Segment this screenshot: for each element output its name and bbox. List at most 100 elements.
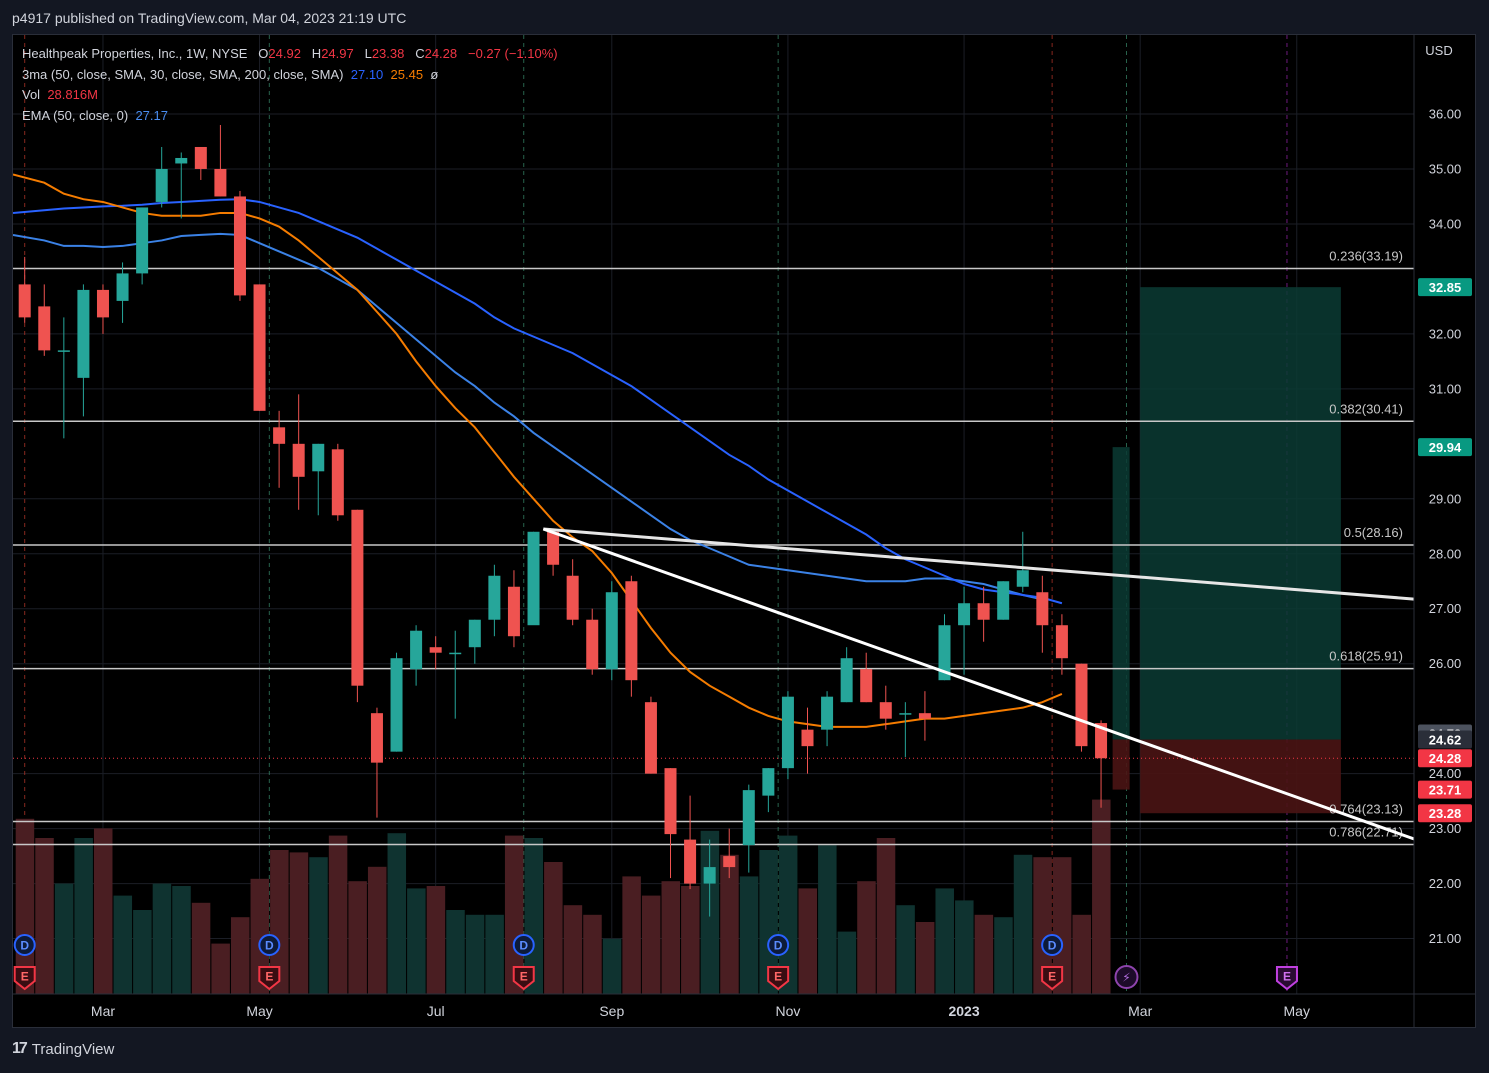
volume-bar [191,902,211,994]
legend-ma-label[interactable]: 3ma (50, close, SMA, 30, close, SMA, 200… [22,66,344,82]
candle-body [703,867,716,884]
fib-label: 0.236(33.19) [1329,248,1403,263]
volume-bar [309,857,328,994]
legend-symbol[interactable]: Healthpeak Properties, Inc., 1W, NYSE [22,46,248,61]
ema50-line [13,232,1043,601]
legend-ema-label[interactable]: EMA (50, close, 0) [22,107,129,123]
currency-label: USD [1425,43,1452,58]
candle [781,691,794,780]
candle-body [57,350,70,352]
x-tick-label: May [246,1003,272,1019]
candle-body [566,575,579,620]
volume-bar [407,888,426,994]
dividend-marker-letter: D [519,939,528,953]
volume-bar [446,910,465,994]
candle [312,443,325,516]
price-label: 32.85 [1429,280,1462,295]
legend-ma1: 27.10 [350,66,384,82]
candle [527,531,540,626]
candle-body [644,702,657,774]
chart-legend: Healthpeak Properties, Inc., 1W, NYSE O2… [22,44,558,126]
volume-bar [661,881,681,994]
legend-vol-label[interactable]: Vol [22,87,41,102]
volume-bar [1072,914,1091,994]
y-tick-label: 28.00 [1429,546,1462,561]
candle-body [292,443,305,477]
candle [1075,663,1088,752]
small-loss-zone [1112,739,1130,790]
candle [214,124,227,197]
candle-body [840,658,853,703]
candle-body [18,284,31,318]
legend-close: 24.28 [424,46,458,61]
volume-bar [1033,857,1052,994]
volume-bar [113,895,133,994]
x-tick-label: May [1284,1003,1310,1019]
candle [977,586,990,642]
earnings-marker-icon [767,966,790,991]
volume-bar [818,845,837,994]
candle [370,707,383,818]
volume-bar [387,833,407,994]
candle [762,768,775,813]
candle-body [214,168,227,197]
sma50-line [13,198,1063,605]
candle-body [312,443,325,472]
price-label-bg [1418,278,1472,297]
candle-body [410,630,423,670]
y-tick-label: 23.00 [1429,821,1462,836]
candle [997,581,1010,620]
candle-body [860,669,873,703]
earnings-marker-icon [1041,966,1064,991]
candle [292,394,305,510]
candle [18,256,31,323]
volume-bar [1052,857,1072,994]
candle [644,696,657,774]
candle-body [605,592,618,670]
dividend-marker-icon [512,934,535,956]
volume-bar [93,828,113,994]
candle-body [821,696,834,730]
legend-ma2: 25.45 [390,66,424,82]
volume-bar [211,943,230,994]
candle [175,152,188,219]
candle [488,564,501,637]
volume-bar [622,876,641,994]
candle-body [507,586,520,637]
volume-bar [74,838,93,994]
volume-bar [348,881,367,994]
y-tick-label: 22.00 [1429,876,1462,891]
candle [605,581,618,681]
candle [684,795,697,890]
dividend-marker-letter: D [20,939,29,953]
candle-body [547,531,560,565]
y-tick-label: 31.00 [1429,381,1462,396]
candle-body [762,768,775,796]
y-tick-label: 21.00 [1429,931,1462,946]
candle [116,262,129,323]
x-tick-label: Sep [599,1003,624,1019]
legend-open: 24.92 [268,46,301,61]
candle-body [781,696,794,769]
legend-vol-row: Vol 28.816M [22,85,558,106]
candle [273,410,286,488]
volume-bar [602,938,622,994]
candle-body [742,790,755,846]
y-tick-label: 29.00 [1429,491,1462,506]
legend-ema: 27.17 [135,107,168,123]
x-tick-label: 2023 [948,1003,979,1019]
candle-body [958,603,971,626]
y-tick-label: 36.00 [1429,107,1462,122]
volume-bar [426,886,446,994]
candle [155,146,168,208]
candle-body [253,284,266,411]
volume-bar [54,883,74,994]
candle [38,284,51,356]
published-caption: p4917 published on TradingView.com, Mar … [12,10,407,26]
candle-body [1055,625,1068,659]
fib-label: 0.382(30.41) [1329,401,1403,416]
tradingview-logo[interactable]: 17 TradingView [12,1040,114,1058]
candle-body [1016,570,1029,587]
price-label: 24.28 [1429,751,1462,766]
